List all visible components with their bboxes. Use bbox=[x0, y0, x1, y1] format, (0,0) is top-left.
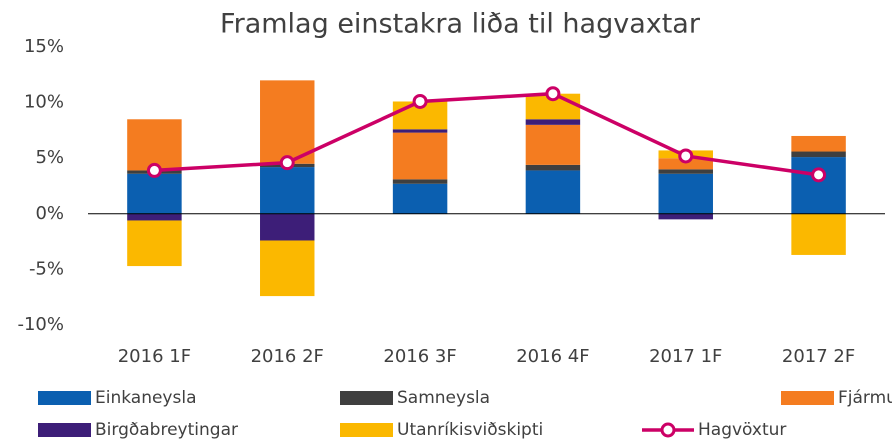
bar bbox=[127, 119, 182, 171]
line bbox=[154, 91, 819, 177]
bar bbox=[791, 213, 846, 255]
line-point bbox=[412, 93, 428, 109]
x-tick-label: 2016 4F bbox=[516, 346, 589, 367]
bar bbox=[525, 119, 581, 125]
bar bbox=[791, 135, 846, 152]
y-tick-label: -5% bbox=[29, 258, 64, 279]
legend-label: Birgðabreytingar bbox=[95, 420, 238, 440]
line-point bbox=[678, 148, 694, 164]
legend-swatch bbox=[340, 391, 393, 405]
bar bbox=[260, 167, 315, 214]
x-tick-label: 2017 1F bbox=[649, 346, 722, 367]
bar bbox=[260, 213, 315, 241]
bar bbox=[525, 124, 581, 165]
legend-label: Fjármunamyndun bbox=[838, 388, 892, 408]
x-tick-label: 2016 1F bbox=[118, 346, 191, 367]
y-tick-label: 10% bbox=[24, 92, 64, 113]
legend-swatch bbox=[781, 391, 834, 405]
bar bbox=[127, 173, 182, 214]
y-tick-label: 15% bbox=[24, 36, 64, 57]
line-point bbox=[146, 162, 162, 178]
x-tick-label: 2016 3F bbox=[383, 346, 456, 367]
bar bbox=[525, 170, 581, 214]
bar bbox=[127, 213, 182, 221]
bar bbox=[658, 169, 713, 174]
bar bbox=[392, 132, 448, 180]
legend-swatch bbox=[340, 423, 393, 437]
bar bbox=[260, 80, 315, 164]
bar bbox=[525, 164, 581, 171]
bar bbox=[392, 129, 448, 133]
legend-label: Utanríkisviðskipti bbox=[397, 420, 543, 440]
bar bbox=[260, 240, 315, 297]
bar bbox=[658, 173, 713, 214]
legend-swatch bbox=[38, 423, 91, 437]
legend-label: Samneysla bbox=[397, 388, 490, 408]
bar bbox=[791, 151, 846, 158]
legend-label: Einkaneysla bbox=[95, 388, 197, 408]
bar bbox=[392, 183, 448, 214]
y-tick-label: 5% bbox=[35, 147, 64, 168]
bar bbox=[791, 157, 846, 214]
y-tick-label: -10% bbox=[17, 314, 64, 335]
legend-swatch bbox=[38, 391, 91, 405]
line-point bbox=[279, 155, 295, 171]
bar bbox=[658, 213, 713, 220]
x-tick-label: 2017 2F bbox=[782, 346, 855, 367]
legend-label: Hagvöxtur bbox=[698, 420, 786, 440]
bar bbox=[127, 220, 182, 267]
x-tick-label: 2016 2F bbox=[251, 346, 324, 367]
y-tick-label: 0% bbox=[35, 203, 64, 224]
legend-swatch bbox=[660, 422, 676, 438]
chart-title: Framlag einstakra liða til hagvaxtar bbox=[220, 9, 701, 40]
line-point bbox=[811, 167, 827, 183]
line-point bbox=[545, 86, 561, 102]
bar bbox=[658, 158, 713, 170]
bar bbox=[392, 179, 448, 184]
